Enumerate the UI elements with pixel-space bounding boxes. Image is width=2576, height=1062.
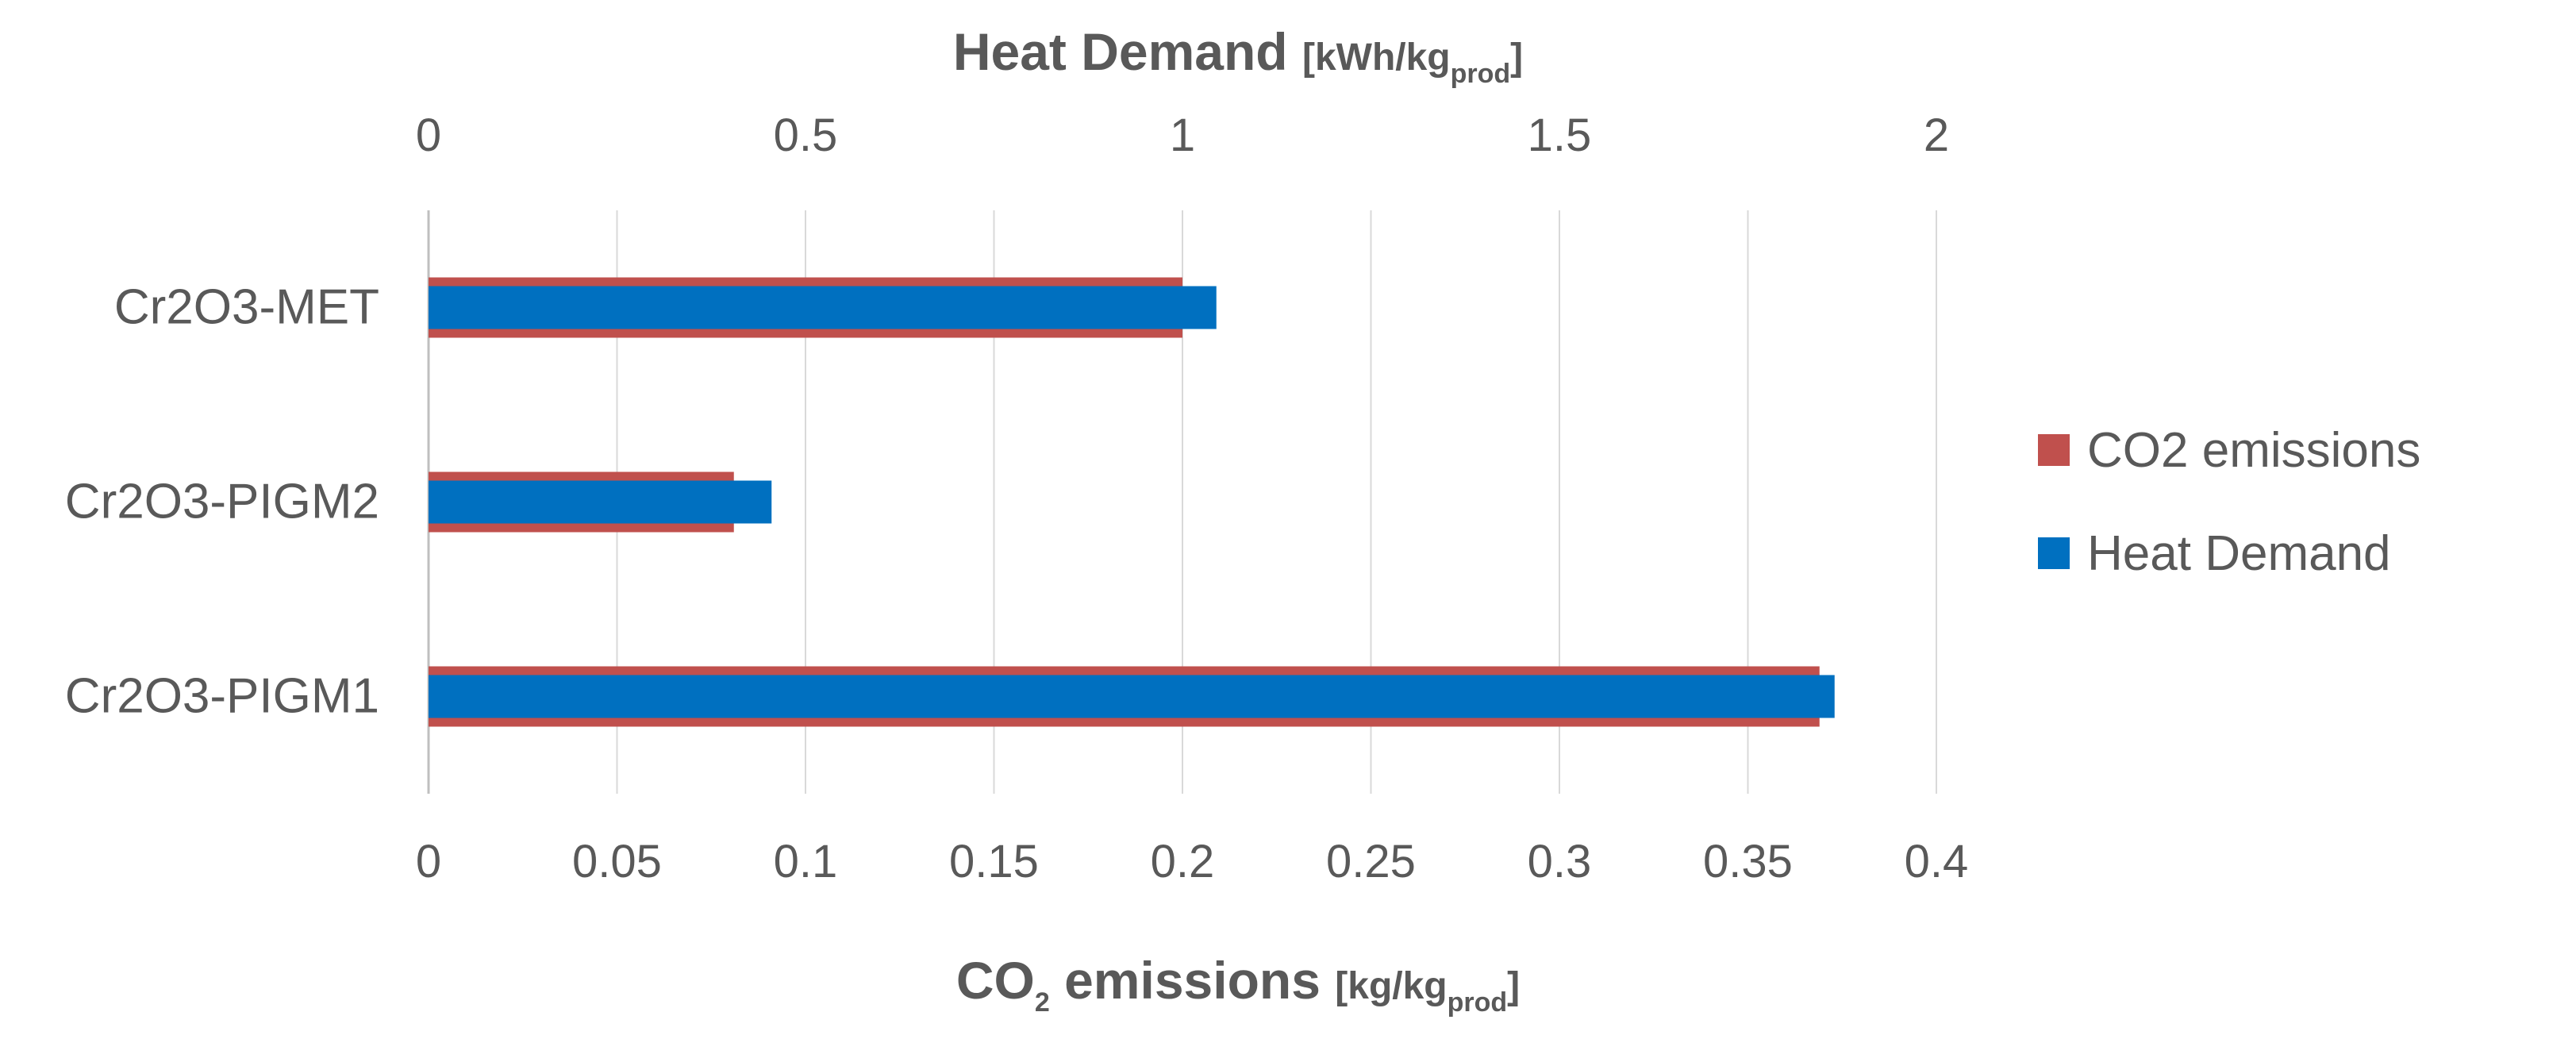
bottom-tick-label: 0.3	[1528, 836, 1592, 887]
bottom-axis-unit: [kg/kg	[1335, 965, 1447, 1007]
legend-swatch-co2	[2038, 434, 2070, 466]
bottom-tick-label: 0.4	[1905, 836, 1969, 887]
top-tick-label: 0	[416, 110, 441, 161]
top-axis-title-text: Heat Demand	[953, 22, 1302, 81]
top-axis-unit-end: ]	[1510, 37, 1523, 79]
category-label: Cr2O3-MET	[114, 280, 379, 335]
top-axis-ticks: 0 0.5 1 1.5 2	[416, 110, 1949, 161]
bottom-axis-title-sub: 2	[1035, 987, 1050, 1018]
bottom-tick-label: 0.25	[1326, 836, 1416, 887]
bottom-axis-title-rest: emissions	[1050, 951, 1336, 1010]
top-tick-label: 2	[1924, 110, 1949, 161]
bottom-tick-label: 0	[416, 836, 441, 887]
top-tick-label: 1.5	[1528, 110, 1592, 161]
bottom-axis-unit-sub: prod	[1448, 987, 1508, 1018]
bottom-axis-title-co: CO	[956, 951, 1035, 1010]
top-axis-unit-sub: prod	[1451, 59, 1511, 89]
bar-heat-demand	[429, 675, 1835, 718]
top-axis-unit: [kWh/kg	[1302, 37, 1451, 79]
category-labels: Cr2O3-MET Cr2O3-PIGM2 Cr2O3-PIGM1	[65, 280, 379, 724]
top-tick-label: 1	[1170, 110, 1195, 161]
bar-heat-demand	[429, 286, 1217, 329]
bottom-axis-unit-end: ]	[1507, 965, 1520, 1007]
bars	[429, 277, 1835, 727]
category-label: Cr2O3-PIGM2	[65, 475, 379, 529]
category-label: Cr2O3-PIGM1	[65, 669, 379, 724]
legend: CO2 emissions Heat Demand	[2038, 423, 2420, 581]
top-tick-label: 0.5	[774, 110, 838, 161]
legend-swatch-heat	[2038, 537, 2070, 569]
bottom-tick-label: 0.1	[774, 836, 838, 887]
bar-heat-demand	[429, 480, 772, 524]
bottom-tick-label: 0.2	[1151, 836, 1215, 887]
top-axis-title: Heat Demand [kWh/kgprod]	[953, 22, 1523, 89]
bottom-axis-title: CO2 emissions [kg/kgprod]	[956, 951, 1520, 1018]
bottom-tick-label: 0.05	[572, 836, 662, 887]
bottom-axis-ticks: 0 0.05 0.1 0.15 0.2 0.25 0.3 0.35 0.4	[416, 836, 1968, 887]
legend-label-heat: Heat Demand	[2087, 526, 2391, 581]
bottom-tick-label: 0.35	[1703, 836, 1793, 887]
bottom-tick-label: 0.15	[949, 836, 1039, 887]
legend-label-co2: CO2 emissions	[2087, 423, 2420, 478]
